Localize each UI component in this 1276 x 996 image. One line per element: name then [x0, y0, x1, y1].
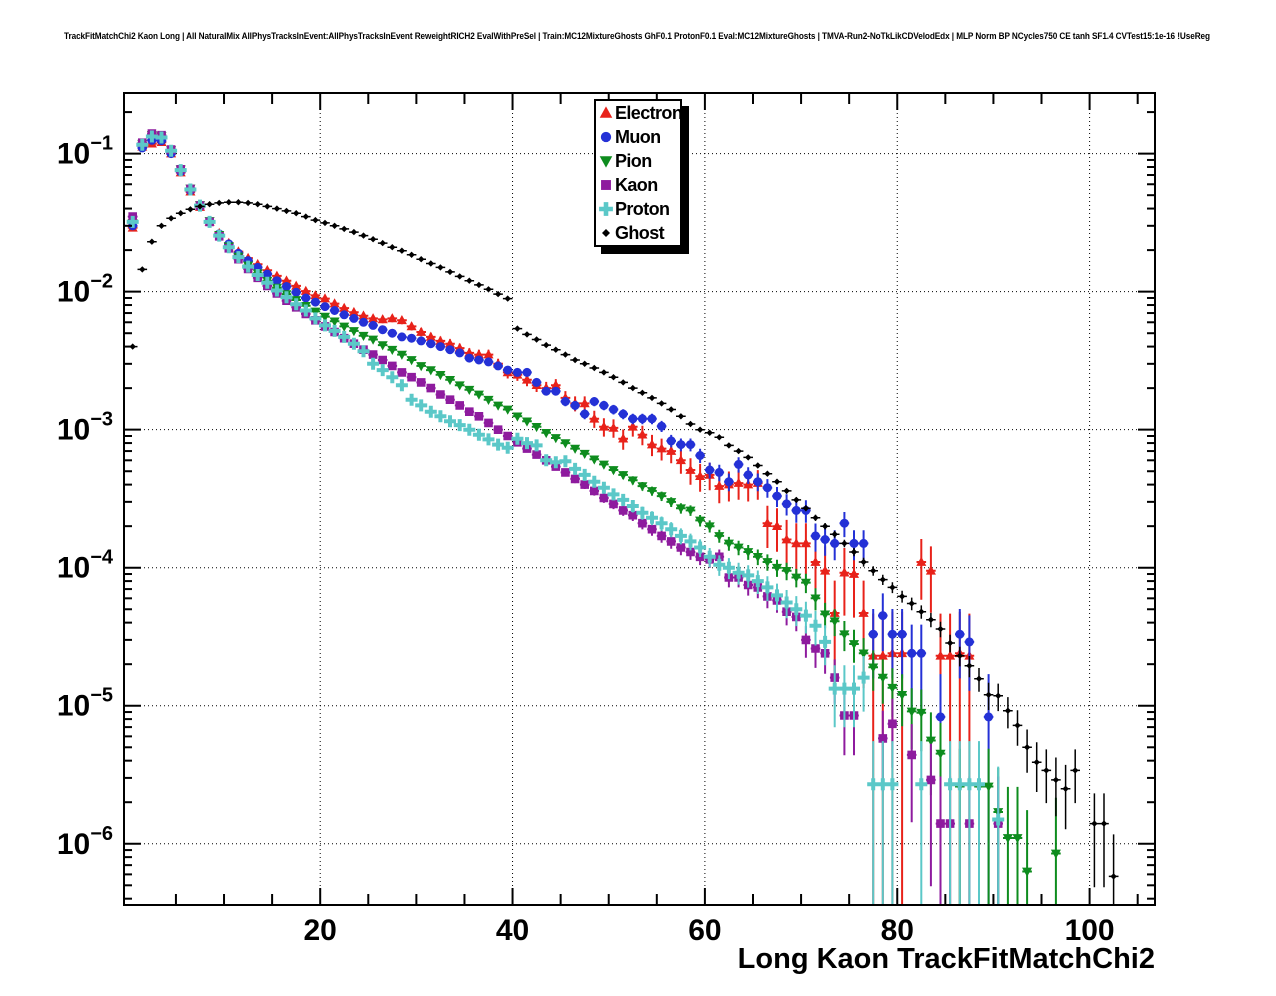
y-axis-tick-label: 10−3 — [57, 409, 113, 447]
y-axis-tick-label: 10−4 — [57, 547, 114, 585]
legend-label: Proton — [615, 198, 670, 219]
gridlines — [124, 93, 1155, 905]
x-axis-tick-labels: 20 40 60 80 100 — [304, 914, 1115, 947]
legend-label: Electron — [615, 102, 683, 123]
legend-entry-electron: Electron — [596, 102, 683, 125]
series-ghost — [127, 199, 1119, 904]
plot-frame — [123, 92, 1156, 906]
y-axis-tick-label: 10−2 — [57, 271, 113, 309]
series-muon — [127, 135, 994, 904]
legend-label: Pion — [615, 150, 652, 171]
legend-label: Muon — [615, 126, 661, 147]
plot-title: TrackFitMatchChi2 Kaon Long | All Natura… — [64, 31, 1210, 42]
data-series — [126, 129, 1119, 904]
x-axis-tick-label: 20 — [304, 914, 337, 947]
error-bars — [127, 139, 994, 904]
kaon-markers — [128, 129, 1003, 828]
x-axis-title: Long Kaon TrackFitMatchChi2 — [738, 943, 1155, 975]
legend-label: Ghost — [615, 222, 665, 243]
x-axis-tick-label: 80 — [881, 914, 914, 947]
muon-marker-icon — [596, 128, 615, 146]
y-axis-tick-labels: 10−1 10−2 10−3 10−4 10−5 10−6 — [57, 133, 114, 861]
x-axis-tick-label: 40 — [496, 914, 529, 947]
legend-entry-pion: Pion — [596, 150, 680, 173]
ghost-marker-icon — [596, 224, 615, 242]
legend: Electron Muon Pion Kaon Proton Ghost — [594, 99, 683, 247]
y-axis-tick-label: 10−5 — [57, 685, 113, 723]
series-proton — [126, 130, 1005, 904]
x-axis-tick-label: 60 — [688, 914, 721, 947]
legend-entry-kaon: Kaon — [596, 174, 680, 197]
y-axis-tick-label: 10−1 — [57, 133, 113, 171]
legend-entry-muon: Muon — [596, 126, 680, 149]
x-axis-tick-label: 100 — [1065, 914, 1115, 947]
axis-ticks — [124, 93, 1155, 905]
legend-label: Kaon — [615, 174, 658, 195]
kaon-marker-icon — [596, 176, 615, 194]
proton-marker-icon — [596, 200, 615, 218]
legend-entry-proton: Proton — [596, 198, 680, 221]
y-axis-tick-label: 10−6 — [57, 823, 113, 861]
electron-marker-icon — [596, 104, 615, 122]
legend-entry-ghost: Ghost — [596, 222, 680, 245]
electron-markers — [127, 136, 975, 660]
pion-marker-icon — [596, 152, 615, 170]
